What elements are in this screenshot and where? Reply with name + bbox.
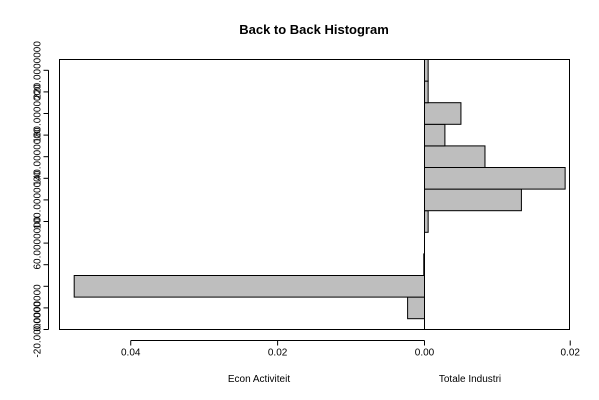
y-tick-label: 140.0000000 — [33, 127, 44, 186]
right-bar — [424, 123, 446, 147]
right-bar — [424, 145, 486, 168]
right-bar — [424, 188, 522, 212]
left-x-axis-label: Econ Activiteit — [228, 374, 290, 385]
right-bar — [424, 59, 429, 82]
right-x-tick-label: 0.02 — [560, 348, 580, 359]
y-tick-label: 60.0000000 — [33, 216, 44, 269]
left-x-tick-label: 0.04 — [121, 348, 141, 359]
right-x-axis-label: Totale Industri — [439, 374, 501, 385]
right-bar — [424, 80, 429, 104]
chart-title: Back to Back Histogram — [239, 22, 389, 37]
right-bars — [424, 59, 566, 233]
y-tick-label: 180.0000000 — [33, 84, 44, 143]
left-bars — [73, 253, 426, 320]
y-tick-label: 220.0000000 — [33, 41, 44, 100]
left-bar — [73, 275, 425, 298]
left-bar — [423, 253, 426, 276]
right-bar — [424, 210, 429, 233]
y-tick-label: 100.0000000 — [33, 170, 44, 229]
y-tick-label: -20.0000000 — [33, 301, 44, 358]
left-x-tick-label: 0.00 — [415, 348, 435, 359]
right-bar — [424, 167, 566, 190]
y-tick-label: 0.0000000 — [33, 284, 44, 332]
left-x-tick-label: 0.02 — [268, 348, 288, 359]
left-bar — [407, 296, 425, 320]
right-bar — [424, 102, 462, 125]
